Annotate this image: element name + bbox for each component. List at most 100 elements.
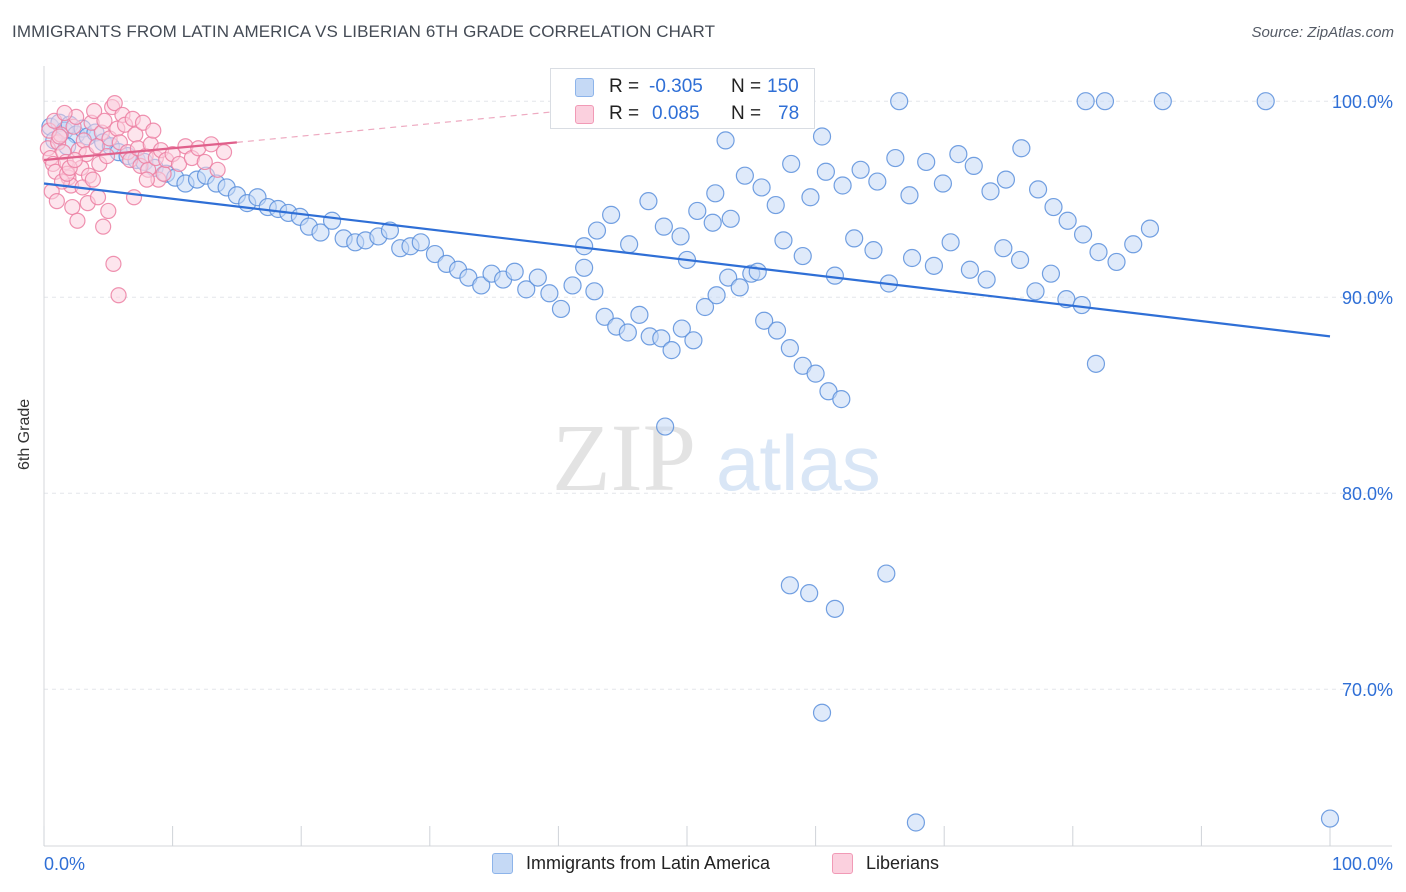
data-point <box>95 218 112 235</box>
source-label: Source: ZipAtlas.com <box>1251 24 1394 41</box>
data-point <box>719 268 738 287</box>
data-point <box>671 227 690 246</box>
data-point <box>672 319 691 338</box>
trend-lines <box>43 104 1331 338</box>
data-point <box>688 201 707 221</box>
data-point <box>1058 211 1077 230</box>
y-tick-label: 100.0% <box>1332 92 1393 112</box>
data-point <box>551 299 571 319</box>
legend-label: Immigrants from Latin America <box>526 853 771 873</box>
data-point <box>505 262 524 281</box>
data-point <box>767 321 787 340</box>
data-point <box>816 162 835 181</box>
y-tick-label: 80.0% <box>1342 484 1393 504</box>
data-point <box>906 813 926 832</box>
data-point <box>585 282 604 301</box>
data-point <box>806 364 825 383</box>
data-point <box>716 131 735 150</box>
data-point <box>110 287 127 304</box>
data-point <box>656 417 675 436</box>
data-point <box>833 176 852 195</box>
data-point <box>1028 180 1048 199</box>
n-value: 78 <box>778 103 800 124</box>
n-label: N = <box>731 76 762 97</box>
data-point <box>703 213 722 232</box>
data-point <box>69 212 86 229</box>
data-point <box>1124 235 1143 254</box>
data-point <box>695 297 715 317</box>
data-point <box>1076 92 1095 111</box>
data-point <box>800 584 819 603</box>
data-point <box>996 170 1016 189</box>
data-point <box>684 331 703 350</box>
data-point <box>864 241 883 260</box>
data-point <box>845 229 864 248</box>
series-latin-america-points <box>41 92 1340 832</box>
data-point <box>851 160 870 179</box>
data-point <box>66 151 83 169</box>
data-point <box>902 248 922 268</box>
data-point <box>98 147 116 165</box>
data-point <box>96 112 113 129</box>
y-tick-label: 70.0% <box>1342 680 1393 700</box>
data-point <box>56 104 73 122</box>
series-liberians-points <box>39 95 233 304</box>
data-point <box>977 270 996 289</box>
data-point <box>106 95 123 112</box>
data-point <box>100 202 117 220</box>
data-point <box>86 102 103 120</box>
data-point <box>900 186 919 205</box>
data-point <box>380 221 400 240</box>
data-point <box>1086 354 1106 373</box>
data-point <box>84 171 101 188</box>
stats-legend: R = -0.305 N = 150 R = 0.085 N = 78 <box>550 68 815 129</box>
data-point <box>618 323 637 342</box>
trend-line-liberians <box>43 141 238 162</box>
trend-line-latin-america <box>43 182 1331 338</box>
data-point <box>105 255 122 272</box>
data-point <box>774 231 793 250</box>
data-point <box>735 166 754 185</box>
data-point <box>793 246 812 266</box>
data-point <box>941 233 960 252</box>
data-point <box>411 233 430 252</box>
data-point <box>89 189 107 206</box>
data-point <box>707 286 726 305</box>
data-point <box>209 161 226 178</box>
data-point <box>812 127 832 146</box>
data-point <box>1010 250 1030 270</box>
data-point <box>1095 92 1115 111</box>
latin-america-swatch <box>575 78 594 97</box>
x-tick-label: 100.0% <box>1332 854 1393 874</box>
data-point <box>1256 92 1275 111</box>
data-point <box>924 256 944 275</box>
data-point <box>933 174 953 193</box>
data-point <box>630 305 649 324</box>
legend-label: Liberians <box>866 853 940 873</box>
data-point <box>48 193 65 210</box>
data-point <box>472 276 491 295</box>
data-point <box>620 235 639 254</box>
x-tick-labels: 0.0% 100.0% <box>44 854 1393 874</box>
data-point <box>587 221 607 240</box>
data-point <box>1153 92 1172 111</box>
data-point <box>1026 282 1045 301</box>
data-point <box>825 266 844 285</box>
data-point <box>994 239 1013 258</box>
data-point <box>752 178 771 197</box>
data-point <box>138 171 155 188</box>
axes <box>43 66 1392 847</box>
data-point <box>890 92 909 111</box>
data-point <box>780 339 799 358</box>
data-point <box>721 209 740 228</box>
data-point <box>1041 264 1061 283</box>
y-tick-label: 90.0% <box>1342 288 1393 308</box>
watermark-zip: ZIP <box>552 404 696 511</box>
data-point <box>877 564 896 583</box>
data-point <box>322 211 342 230</box>
data-point <box>868 172 887 191</box>
r-value: 0.085 <box>652 103 700 124</box>
data-point <box>602 205 621 224</box>
watermark: ZIP atlas <box>552 404 881 511</box>
